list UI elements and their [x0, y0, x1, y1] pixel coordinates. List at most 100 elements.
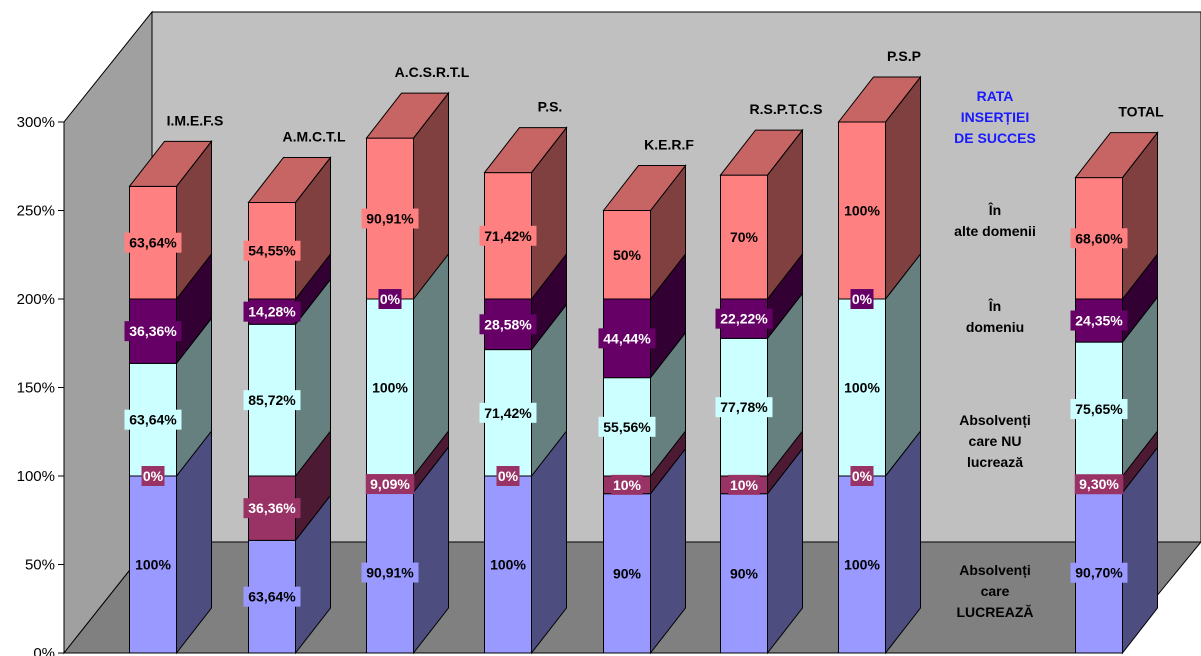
data-label-bg: [715, 397, 773, 418]
data-label: 14,28%: [248, 304, 296, 320]
data-label: 100%: [844, 203, 880, 219]
bar-top: [602, 165, 687, 211]
bar-stack: 90,91% 9,09% 100% 0% 90,91%: [361, 91, 450, 655]
data-label: 90%: [613, 565, 642, 581]
data-label: 9,09%: [370, 476, 410, 492]
category-label: A.C.S.R.T.L: [395, 64, 470, 80]
data-label: 90%: [730, 565, 759, 581]
y-axis: 0% 50% 100% 150% 200% 250% 300%: [17, 114, 65, 656]
data-label-bg: [611, 563, 643, 584]
data-label-bg: [728, 474, 760, 495]
data-label: 90,70%: [1075, 565, 1123, 581]
category-label: P.S.P: [887, 48, 921, 64]
data-label-bg: [124, 409, 182, 430]
data-label: 100%: [372, 380, 408, 396]
data-label-bg: [598, 328, 656, 349]
data-label-bg: [124, 321, 182, 342]
bar-top: [128, 140, 213, 187]
data-label-bg: [124, 232, 182, 253]
data-label-bg: [378, 289, 402, 309]
bar-top: [365, 92, 450, 139]
data-label-bg: [496, 466, 520, 486]
data-label-bg: [243, 390, 301, 411]
data-label-bg: [141, 466, 165, 486]
data-label: 71,42%: [484, 405, 532, 421]
bar-top: [247, 156, 332, 203]
data-label-bg: [361, 208, 419, 229]
bar-top: [483, 127, 568, 174]
y-tick-label: 100%: [17, 468, 55, 485]
category-label: I.M.E.F.S: [167, 112, 224, 128]
data-label: 22,22%: [720, 311, 768, 327]
data-label-bg: [1070, 399, 1128, 420]
data-label-bg: [1070, 310, 1128, 331]
data-label: 100%: [135, 557, 171, 573]
bar-stack: 100% 0% 71,42% 28,58% 71,42%: [479, 126, 568, 655]
category-label: P.S.: [538, 99, 563, 115]
bar-stack: 100% 0% 100% 0% 100%: [837, 75, 922, 655]
data-label: 54,55%: [248, 243, 296, 259]
data-label: 50%: [613, 247, 642, 263]
data-label-bg: [479, 225, 537, 246]
data-label: 44,44%: [603, 330, 651, 346]
data-label-bg: [243, 498, 301, 519]
data-label-bg: [850, 289, 874, 309]
data-label: 9,30%: [1079, 476, 1119, 492]
legend-item-domain: În domeniu: [966, 297, 1024, 335]
data-label: 75,65%: [1075, 401, 1123, 417]
data-label-bg: [370, 377, 410, 398]
data-label: 90,91%: [366, 565, 414, 581]
bar-top: [837, 76, 922, 123]
data-label: 0%: [380, 291, 401, 307]
data-label-bg: [850, 466, 874, 486]
legend-item-not-working: Absolvenți care NU lucrează: [959, 412, 1031, 470]
data-label: 68,60%: [1075, 230, 1123, 246]
data-label-bg: [1070, 228, 1128, 249]
data-label-bg: [243, 240, 301, 261]
y-tick-label: 50%: [25, 557, 55, 574]
legend-title: RATA INSERȚIEI DE SUCCES: [954, 88, 1036, 146]
data-label: 70%: [730, 229, 759, 245]
data-label: 63,64%: [129, 235, 177, 251]
bar-top: [719, 129, 804, 176]
data-label-bg: [479, 402, 537, 423]
data-label-bg: [133, 554, 173, 575]
data-label-bg: [611, 244, 643, 265]
data-label: 85,72%: [248, 392, 296, 408]
y-tick-label: 0%: [33, 645, 55, 656]
data-label-bg: [488, 554, 528, 575]
data-label-bg: [1074, 474, 1124, 495]
category-labels: I.M.E.F.S A.M.C.T.L A.C.S.R.T.L P.S. K.E.R.F…: [167, 48, 1165, 153]
data-label: 77,78%: [720, 399, 768, 415]
data-label: 28,58%: [484, 316, 532, 332]
bar-stack: 63,64% 36,36% 85,72% 14,28% 54,55%: [243, 155, 332, 655]
y-tick-label: 300%: [17, 114, 55, 131]
data-label: 0%: [852, 291, 873, 307]
data-label-bg: [842, 200, 882, 221]
data-label: 63,64%: [248, 589, 296, 605]
y-tick-label: 250%: [17, 203, 55, 220]
legend-item-working: Absolvenți care LUCREAZĂ: [957, 562, 1034, 620]
y-tick-label: 200%: [17, 291, 55, 308]
data-label: 55,56%: [603, 419, 651, 435]
data-label-bg: [365, 474, 415, 495]
data-label-bg: [479, 314, 537, 335]
data-label-bg: [611, 474, 643, 495]
data-label-bg: [361, 562, 419, 583]
data-label-bg: [728, 227, 760, 248]
data-label: 0%: [143, 468, 164, 484]
data-label: 36,36%: [248, 500, 296, 516]
data-label: 100%: [844, 380, 880, 396]
y-tick-label: 150%: [17, 380, 55, 397]
data-label: 10%: [613, 477, 642, 493]
bar-stack: 90% 10% 77,78% 22,22% 70%: [715, 128, 804, 655]
bar-stack: 100% 0% 63,64% 36,36% 63,64%: [124, 139, 213, 655]
legend-item-other-domains: În alte domenii: [954, 201, 1036, 239]
bar-top: [1074, 132, 1159, 179]
data-label: 10%: [730, 477, 759, 493]
data-label-bg: [1070, 562, 1128, 583]
bar-stack: 90,70% 9,30% 75,65% 24,35% 68,60%: [1070, 131, 1159, 655]
data-label: 0%: [852, 468, 873, 484]
data-label-bg: [243, 586, 301, 607]
